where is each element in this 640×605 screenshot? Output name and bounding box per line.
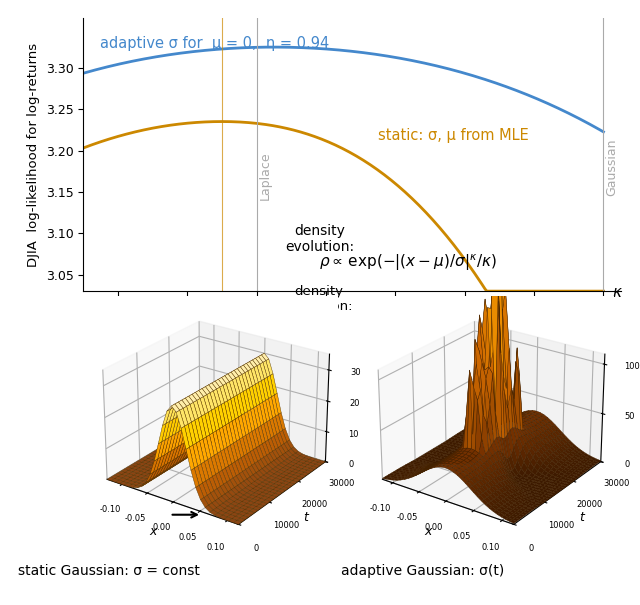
Y-axis label: DJIA  log-likelihood for log-returns: DJIA log-likelihood for log-returns bbox=[27, 42, 40, 267]
X-axis label: $x$: $x$ bbox=[424, 525, 434, 537]
Text: static Gaussian: σ = const: static Gaussian: σ = const bbox=[18, 564, 200, 578]
Text: adaptive σ for  μ = 0,  η = 0.94: adaptive σ for μ = 0, η = 0.94 bbox=[100, 36, 330, 51]
Text: Gaussian: Gaussian bbox=[605, 139, 618, 196]
Text: density
evolution:: density evolution: bbox=[285, 224, 355, 254]
Text: static: σ, μ from MLE: static: σ, μ from MLE bbox=[378, 128, 529, 143]
Text: $\rho \propto \,\exp(-|(x-\mu)/\sigma|^\kappa/\kappa)$: $\rho \propto \,\exp(-|(x-\mu)/\sigma|^\… bbox=[319, 252, 497, 273]
Text: adaptive Gaussian: σ(t): adaptive Gaussian: σ(t) bbox=[340, 564, 504, 578]
Text: $\kappa$: $\kappa$ bbox=[612, 284, 623, 299]
Y-axis label: $t$: $t$ bbox=[303, 511, 310, 524]
Text: Laplace: Laplace bbox=[259, 151, 271, 200]
Text: density
evolution:: density evolution: bbox=[286, 284, 352, 313]
Y-axis label: $t$: $t$ bbox=[579, 511, 586, 524]
X-axis label: $x$: $x$ bbox=[149, 525, 159, 537]
